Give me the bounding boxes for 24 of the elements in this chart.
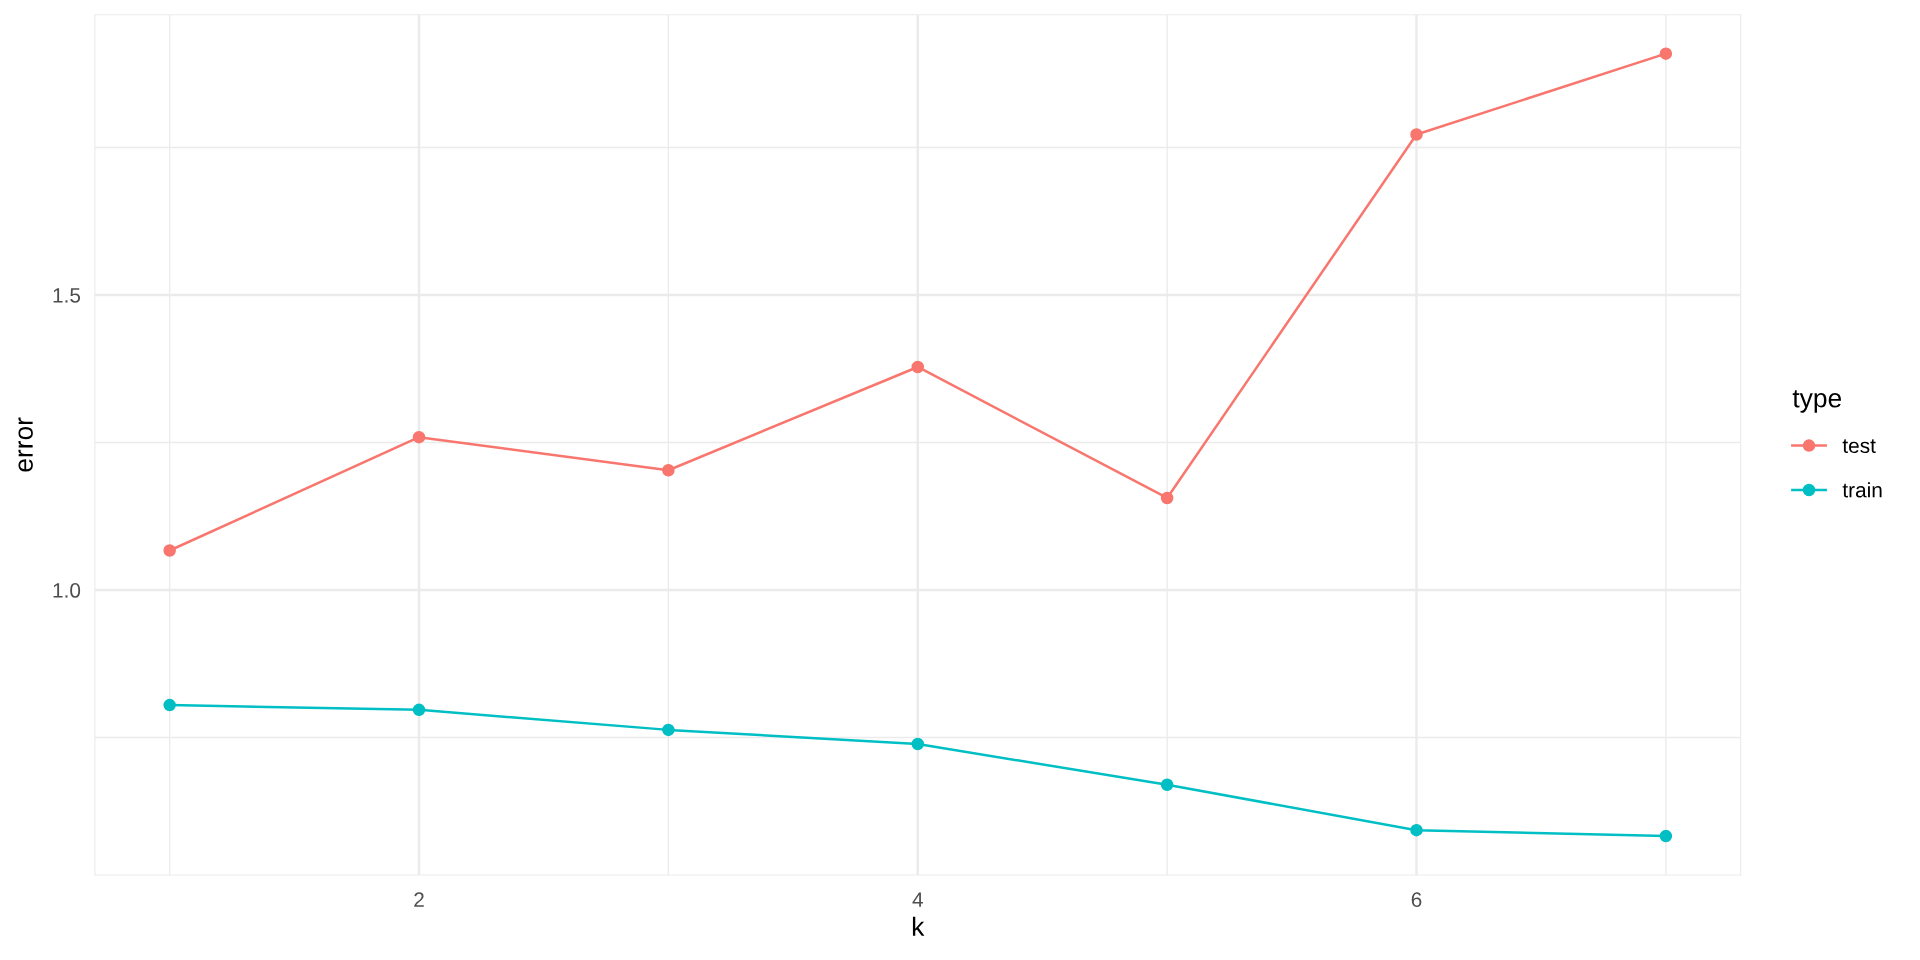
point xyxy=(1659,829,1673,843)
point xyxy=(1410,823,1423,837)
x-tick-label: 6 xyxy=(1411,892,1422,908)
point xyxy=(412,703,426,717)
legend-label: test xyxy=(1842,439,1876,454)
point xyxy=(911,737,925,751)
point xyxy=(1410,128,1423,141)
point xyxy=(163,544,176,557)
x-tick-label: 4 xyxy=(912,892,923,907)
y-tick-label: 1.5 xyxy=(53,288,81,303)
y-tick-label: 1.0 xyxy=(53,583,81,598)
point xyxy=(662,723,675,737)
legend-title: type xyxy=(1792,390,1842,413)
point xyxy=(412,430,426,444)
point xyxy=(1160,778,1174,792)
y-axis-title: error xyxy=(18,417,33,472)
point xyxy=(1659,47,1673,60)
point xyxy=(1160,491,1174,505)
x-tick-label: 2 xyxy=(414,892,424,907)
x-axis-title: k xyxy=(912,916,925,936)
point xyxy=(911,360,925,374)
point xyxy=(662,463,675,477)
point xyxy=(163,698,176,712)
legend-label: train xyxy=(1842,482,1882,498)
